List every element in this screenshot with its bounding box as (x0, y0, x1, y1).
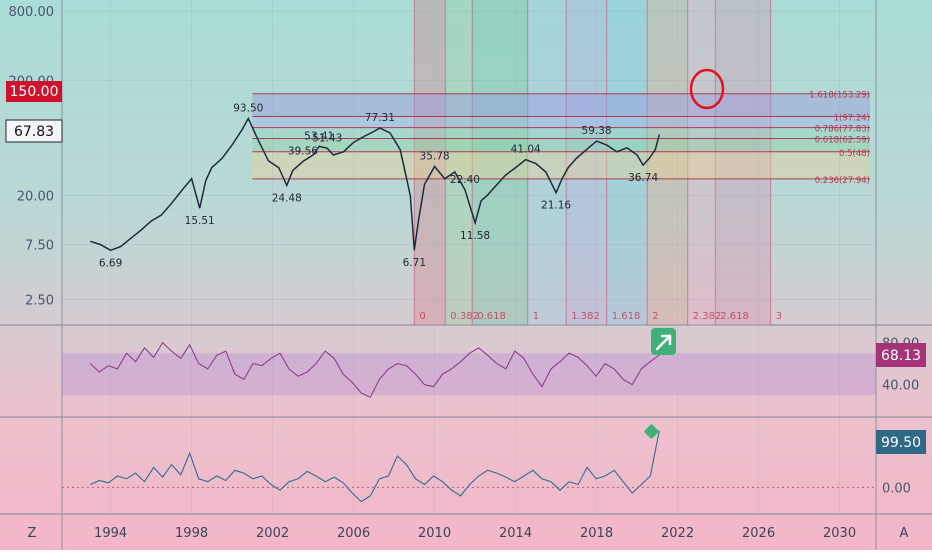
fib-time-zone-band (445, 0, 473, 325)
circle-annotation[interactable] (689, 68, 725, 110)
fib-retracement-label: 1(97.24) (834, 113, 870, 123)
highlight-price-label: 150.00 (10, 84, 59, 100)
fib-time-zone-band (472, 0, 528, 325)
osc-badge: 99.50 (876, 430, 926, 454)
oscillator-layer: 0.00 (62, 430, 911, 503)
price-value-label: 39.56 (288, 145, 318, 157)
rsi-series-line (89, 341, 660, 398)
osc-last-label: 99.50 (881, 435, 921, 451)
fib-retracement-label: 0.618(62.59) (815, 136, 870, 146)
time-tick-label: 1998 (175, 526, 208, 541)
rsi-band (62, 353, 876, 396)
osc-tick-label: 0.00 (882, 481, 911, 496)
fib-retracement-label: 0.236(27.94) (815, 176, 870, 186)
price-tick-label: 7.50 (25, 239, 54, 254)
fib-time-zone-label: 2.382 (693, 311, 722, 322)
fib-retracement-band (252, 93, 870, 117)
time-tick-label: 2006 (337, 526, 370, 541)
rsi-badge: 68.13 (876, 343, 926, 367)
time-tick-label: 2010 (418, 526, 451, 541)
scale-mode-button-right[interactable]: A (900, 526, 909, 541)
flag-icon[interactable] (644, 424, 660, 440)
fib-retracement-label: 0.786(77.83) (815, 125, 870, 135)
fib-retracement-band (252, 127, 870, 139)
price-value-label: 22.40 (450, 174, 480, 186)
fib-time-zone-band (606, 0, 648, 325)
price-value-label: 24.48 (272, 192, 302, 204)
fib-retracement-band (252, 138, 870, 152)
price-value-label: 15.51 (185, 215, 215, 227)
price-value-label: 41.04 (511, 144, 541, 156)
time-tick-label: 1994 (94, 526, 127, 541)
price-tick-label: 800.00 (9, 5, 55, 20)
fib-retracement-label: 1.618(153.29) (809, 91, 870, 101)
price-badge-highlight: 150.00 (6, 81, 62, 102)
osc-series-line (90, 430, 660, 503)
price-value-label: 59.38 (582, 125, 612, 137)
fib-time-zone-label: 1 (533, 311, 539, 322)
price-value-label: 21.16 (541, 200, 571, 212)
fib-time-zone-label: 2.618 (720, 311, 749, 322)
time-tick-label: 2018 (580, 526, 613, 541)
price-value-label: 51.43 (312, 132, 342, 144)
price-value-label: 6.69 (99, 257, 122, 269)
price-tick-label: 20.00 (17, 190, 54, 205)
price-value-label: 53.41 (304, 130, 334, 142)
fib-retracement-band (252, 116, 870, 128)
fib-retracement-label: 0.5(48) (839, 149, 870, 159)
fib-time-zone-band (715, 0, 771, 325)
time-tick-label: 2022 (661, 526, 694, 541)
price-badge-last: 67.83 (5, 119, 63, 143)
fib-time-zone-label: 0.382 (450, 311, 479, 322)
rsi-layer: 80.0040.00 (62, 337, 919, 398)
price-value-label: 77.31 (365, 112, 395, 124)
fib-time-zone-label: 1.618 (612, 311, 641, 322)
fib-time-zone-label: 0.618 (477, 311, 506, 322)
time-tick-label: 2014 (499, 526, 532, 541)
fib-time-zone-label: 2 (652, 311, 658, 322)
price-value-label: 11.58 (460, 230, 490, 242)
fib-time-zone-label: 0 (419, 311, 425, 322)
price-series-line (90, 116, 661, 252)
time-tick-label: 2002 (256, 526, 289, 541)
price-value-label: 6.71 (403, 257, 426, 269)
last-price-label: 67.83 (14, 124, 54, 140)
axes-layer: 800.00200.0020.007.502.50199419982002200… (9, 5, 857, 541)
fib-time-zone-band (647, 0, 688, 325)
rsi-tick-label: 40.00 (882, 379, 919, 394)
price-value-label: 36.74 (628, 172, 658, 184)
fib-time-zone-band (414, 0, 446, 325)
fib-retracement-band (252, 151, 870, 179)
scale-mode-button-left[interactable]: Z (28, 526, 37, 541)
grid-layer (62, 0, 876, 514)
time-tick-label: 2026 (742, 526, 775, 541)
fib-time-zone-label: 1.382 (571, 311, 600, 322)
time-tick-label: 2030 (823, 526, 856, 541)
rsi-last-label: 68.13 (881, 348, 921, 364)
price-value-label: 35.78 (420, 150, 450, 162)
price-tick-label: 2.50 (25, 293, 54, 308)
price-value-label: 93.50 (233, 102, 263, 114)
fib-time-zone-label: 3 (776, 311, 782, 322)
fib-time-zone-band (687, 0, 716, 325)
arrow-up-icon[interactable] (651, 328, 676, 355)
